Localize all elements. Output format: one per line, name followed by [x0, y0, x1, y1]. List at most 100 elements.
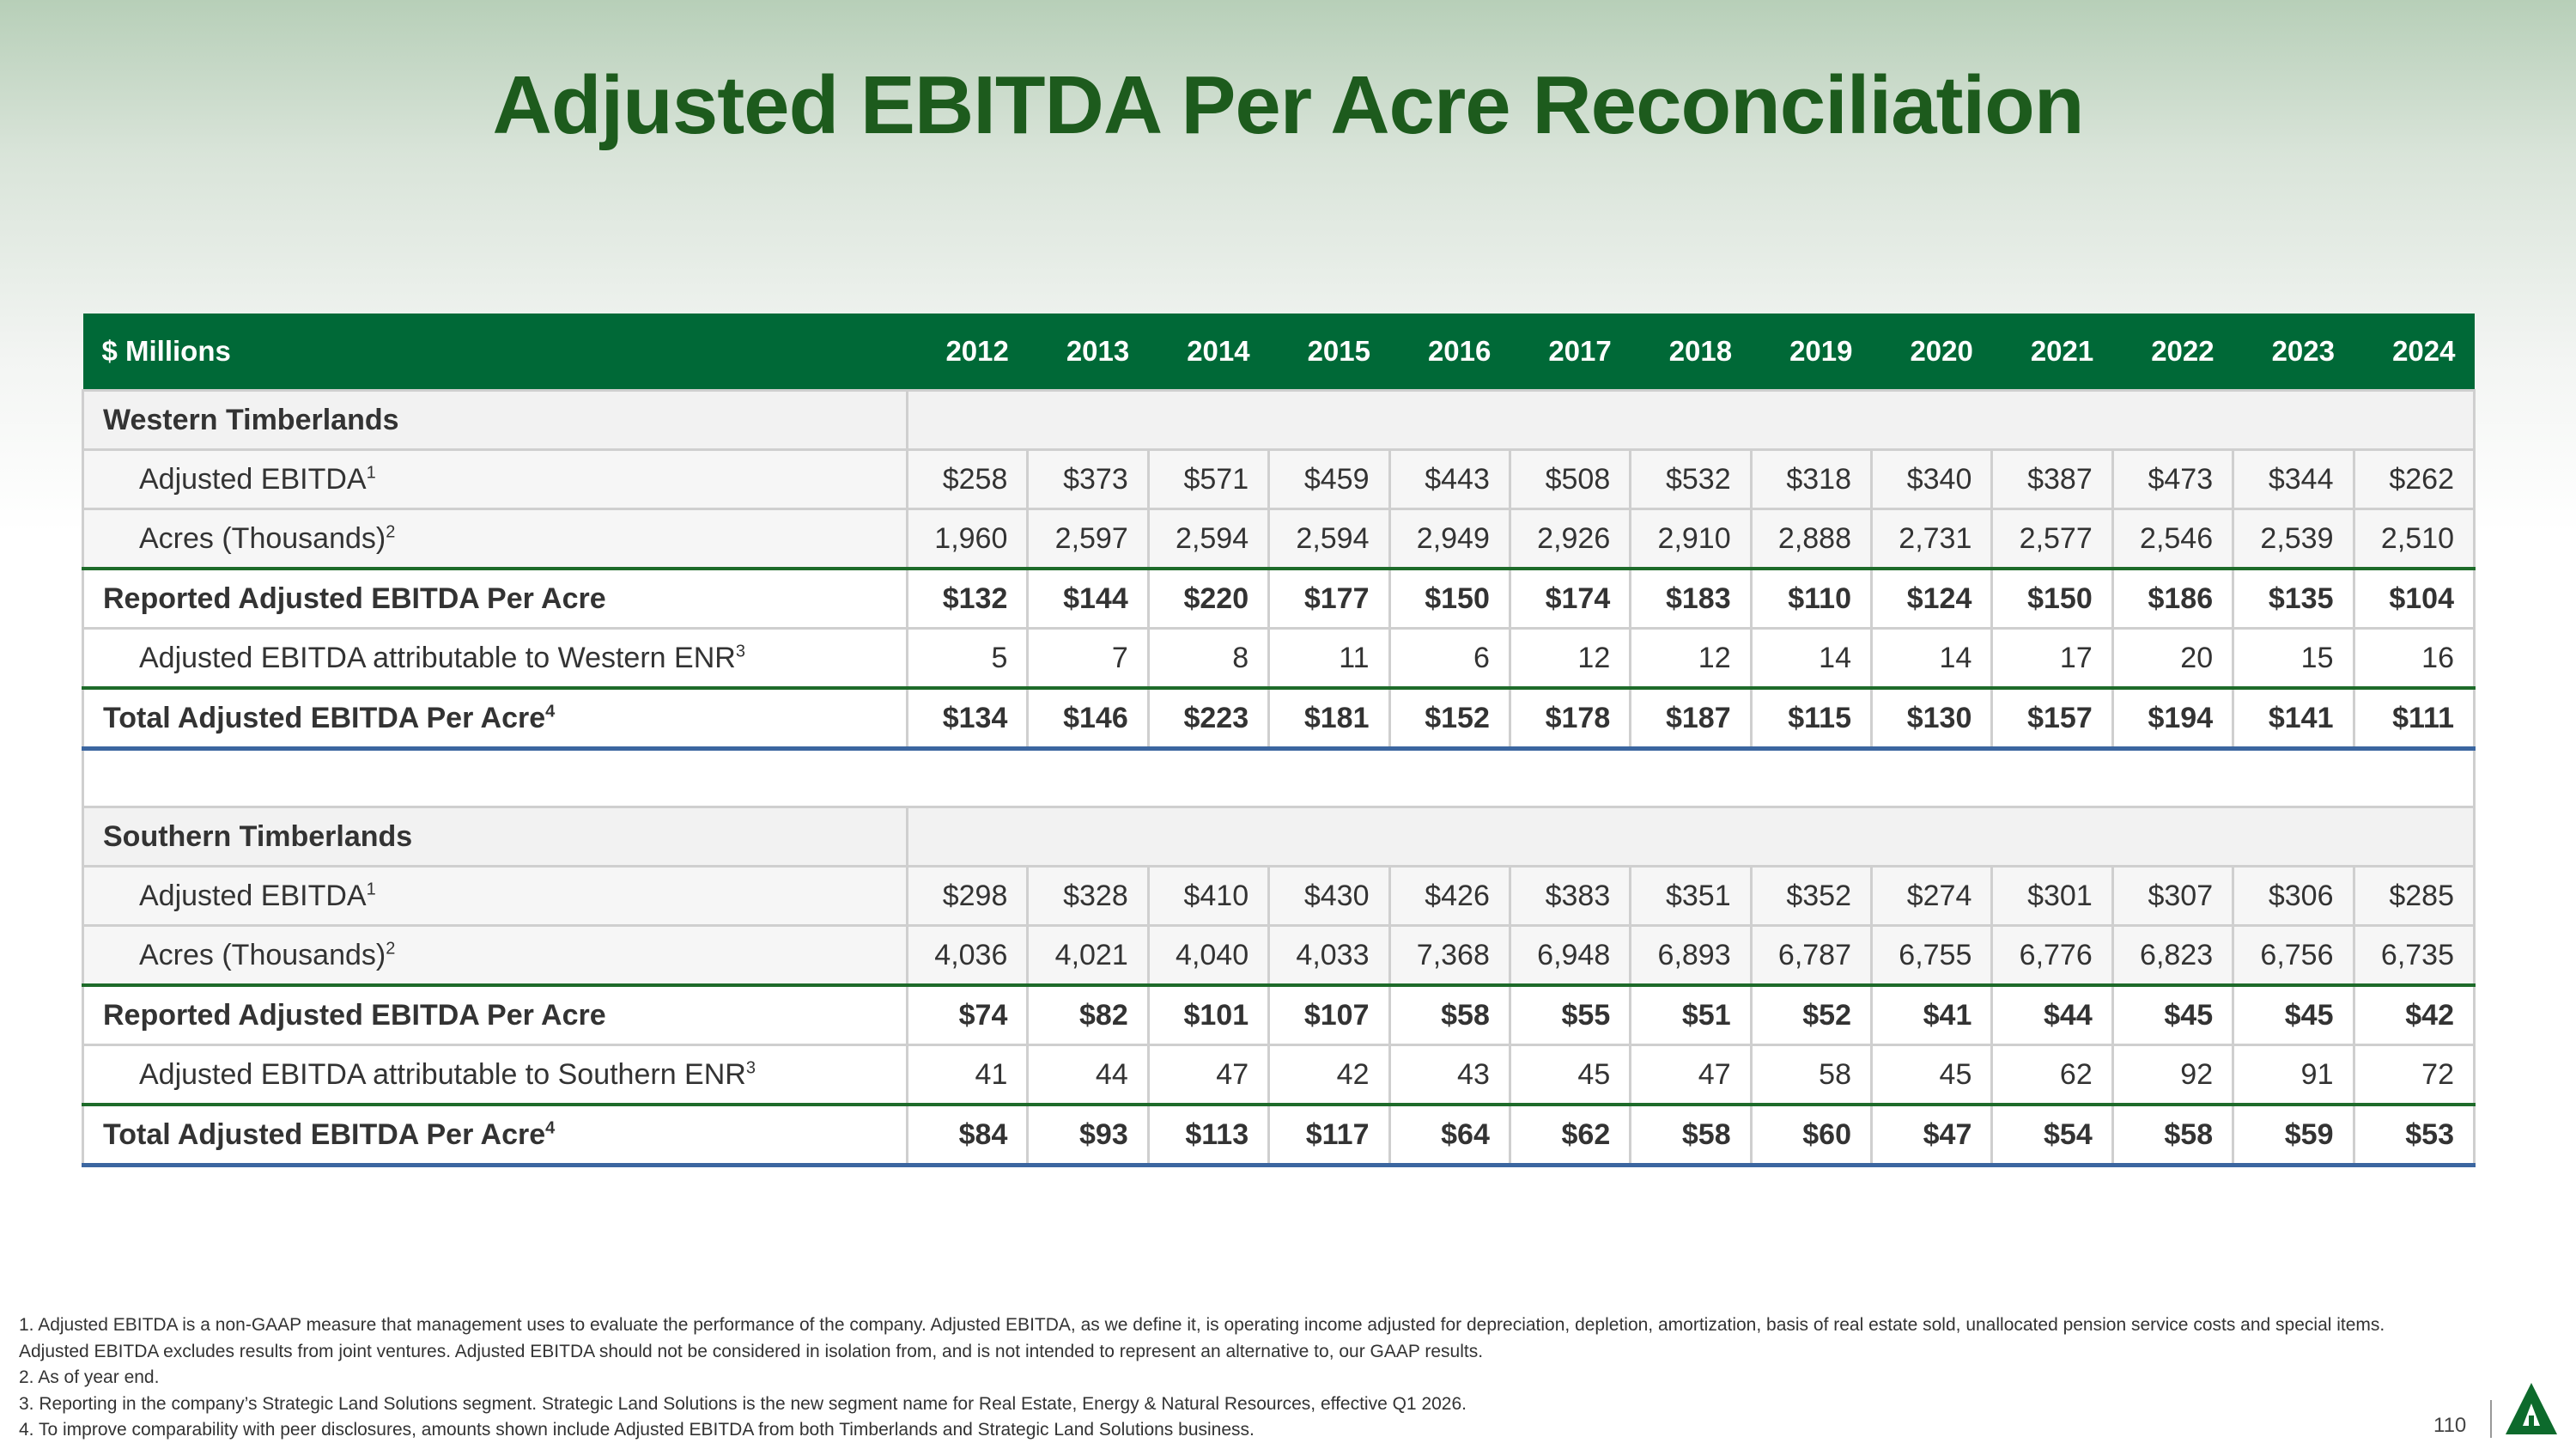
value-cell: $328: [1026, 865, 1150, 927]
year-header: 2018: [1630, 314, 1752, 391]
value-cell: $508: [1508, 448, 1632, 510]
value-cell: $53: [2352, 1103, 2476, 1167]
row-label: Acres (Thousands): [139, 521, 386, 555]
row-label: Adjusted EBITDA attributable to Western …: [139, 641, 736, 674]
row-label-cell: Acres (Thousands)2: [82, 508, 908, 570]
value-cell: $383: [1508, 865, 1632, 927]
value-cell: 2,594: [1146, 508, 1271, 570]
value-cell: 2,731: [1869, 508, 1994, 570]
value-cell: $318: [1749, 448, 1874, 510]
value-cell: $532: [1629, 448, 1753, 510]
value-cell: 6,755: [1869, 924, 1994, 987]
value-cell: $150: [1990, 567, 2114, 630]
value-cell: $223: [1146, 686, 1271, 751]
value-cell: $187: [1629, 686, 1753, 751]
empty-cell: [906, 389, 2476, 451]
value-cell: 42: [1267, 1044, 1391, 1106]
year-header: 2024: [2354, 314, 2475, 391]
footnote-ref: 1: [366, 463, 376, 483]
section-header-row: Western Timberlands: [82, 389, 2476, 451]
value-cell: $58: [1629, 1103, 1753, 1167]
row-label-cell: Adjusted EBITDA attributable to Western …: [82, 627, 908, 690]
value-cell: 2,597: [1026, 508, 1150, 570]
value-cell: 16: [2352, 627, 2476, 690]
row-label: Southern Timberlands: [103, 819, 413, 853]
value-cell: $307: [2111, 865, 2235, 927]
value-cell: $150: [1388, 567, 1511, 630]
page-title: Adjusted EBITDA Per Acre Reconciliation: [492, 59, 2085, 151]
year-header: 2020: [1871, 314, 1992, 391]
value-cell: $410: [1146, 865, 1271, 927]
value-cell: 6,756: [2232, 924, 2355, 987]
value-cell: $113: [1146, 1103, 1271, 1167]
year-header: 2014: [1148, 314, 1269, 391]
value-cell: $459: [1267, 448, 1391, 510]
value-cell: $285: [2352, 865, 2476, 927]
spacer-row: [82, 747, 2476, 808]
value-cell: $124: [1869, 567, 1994, 630]
year-header: 2012: [907, 314, 1028, 391]
year-header: 2013: [1027, 314, 1149, 391]
value-cell: $82: [1026, 983, 1150, 1046]
value-cell: $426: [1388, 865, 1511, 927]
value-cell: 20: [2111, 627, 2235, 690]
value-cell: 6: [1388, 627, 1511, 690]
value-cell: $84: [905, 1103, 1030, 1167]
value-cell: $54: [1990, 1103, 2114, 1167]
value-cell: 47: [1629, 1044, 1753, 1106]
value-cell: $62: [1508, 1103, 1632, 1167]
value-cell: $60: [1749, 1103, 1874, 1167]
value-cell: $274: [1869, 865, 1994, 927]
value-cell: 8: [1146, 627, 1271, 690]
value-cell: $111: [2352, 686, 2476, 751]
footnote-ref: 3: [745, 1058, 756, 1078]
value-cell: 4,033: [1267, 924, 1391, 987]
value-cell: 6,823: [2111, 924, 2235, 987]
value-cell: $157: [1990, 686, 2114, 751]
value-cell: $44: [1990, 983, 2114, 1046]
row-label-cell: Southern Timberlands: [82, 806, 908, 868]
value-cell: 15: [2232, 627, 2355, 690]
footnote-ref: 1: [366, 880, 376, 899]
value-cell: $55: [1508, 983, 1632, 1046]
value-cell: 41: [905, 1044, 1030, 1106]
value-cell: 92: [2111, 1044, 2235, 1106]
value-cell: $101: [1146, 983, 1271, 1046]
footnote-ref: 4: [545, 1118, 556, 1138]
value-cell: $130: [1869, 686, 1994, 751]
value-cell: 14: [1869, 627, 1994, 690]
row-label: Total Adjusted EBITDA Per Acre: [103, 701, 546, 734]
value-cell: $298: [905, 865, 1030, 927]
row-label-cell: Reported Adjusted EBITDA Per Acre: [82, 567, 908, 630]
value-cell: 2,577: [1990, 508, 2114, 570]
value-cell: $64: [1388, 1103, 1511, 1167]
value-cell: 43: [1388, 1044, 1511, 1106]
table-row: Reported Adjusted EBITDA Per Acre $74 $82 $…: [82, 983, 2476, 1046]
value-cell: $344: [2232, 448, 2355, 510]
value-cell: 12: [1508, 627, 1632, 690]
value-cell: $373: [1026, 448, 1150, 510]
value-cell: 2,888: [1749, 508, 1874, 570]
value-cell: 4,036: [905, 924, 1030, 987]
divider: [2490, 1400, 2492, 1438]
value-cell: 2,594: [1267, 508, 1391, 570]
value-cell: 5: [905, 627, 1030, 690]
value-cell: $262: [2352, 448, 2476, 510]
value-cell: 7,368: [1388, 924, 1511, 987]
value-cell: 45: [1508, 1044, 1632, 1106]
value-cell: $135: [2232, 567, 2355, 630]
row-label-cell: Total Adjusted EBITDA Per Acre4: [82, 1103, 908, 1167]
value-cell: $430: [1267, 865, 1391, 927]
value-cell: 14: [1749, 627, 1874, 690]
row-label: Acres (Thousands): [139, 938, 386, 971]
value-cell: $117: [1267, 1103, 1391, 1167]
value-cell: $340: [1869, 448, 1994, 510]
value-cell: 2,910: [1629, 508, 1753, 570]
value-cell: $51: [1629, 983, 1753, 1046]
value-cell: $473: [2111, 448, 2235, 510]
value-cell: $144: [1026, 567, 1150, 630]
row-label-cell: Adjusted EBITDA1: [82, 865, 908, 927]
table-row: Adjusted EBITDA attributable to Southern…: [82, 1044, 2476, 1106]
value-cell: 2,510: [2352, 508, 2476, 570]
value-cell: $181: [1267, 686, 1391, 751]
